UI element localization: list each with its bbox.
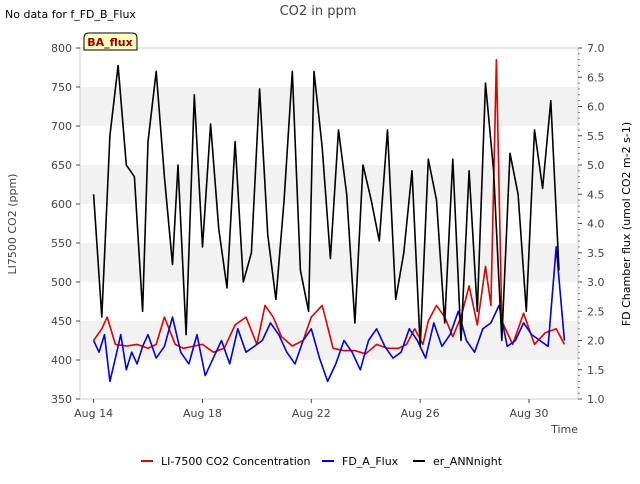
y2-tick-label: 3.0 [587, 276, 605, 289]
y2-tick-label: 4.5 [587, 188, 605, 201]
legend: LI-7500 CO2 Concentration FD_A_Flux er_ANN… [141, 455, 503, 468]
y2-tick-label: 6.0 [587, 101, 605, 114]
y-tick-label: 800 [51, 42, 72, 55]
y2-axis-label: FD Chamber flux (umol CO2 m-2 s-1) [620, 122, 633, 326]
y2-tick-label: 5.0 [587, 159, 605, 172]
y-tick-label: 700 [51, 120, 72, 133]
y-tick-label: 350 [51, 393, 72, 406]
y2-tick-label: 2.0 [587, 335, 605, 348]
legend-label-1: FD_A_Flux [342, 455, 399, 468]
y-tick-label: 750 [51, 81, 72, 94]
series-line-0 [92, 58, 566, 355]
y-tick-label: 450 [51, 315, 72, 328]
axes-layer: 350 400 450 500 550 600 650 700 750 800 1.0 1.5 2.0 2… [51, 42, 605, 420]
y2-tick-label: 1.0 [587, 393, 605, 406]
grid-band [80, 321, 578, 360]
no-data-note: No data for f_FD_B_Flux [5, 8, 136, 21]
x-axis-label: Time [550, 423, 578, 436]
legend-label-0: LI-7500 CO2 Concentration [161, 455, 311, 468]
y2-tick-label: 1.5 [587, 364, 605, 377]
legend-label-2: er_ANNnight [433, 455, 503, 468]
y-tick-label: 650 [51, 159, 72, 172]
series-layer [92, 58, 566, 383]
grid-band [80, 87, 578, 126]
x-tick-label: Aug 22 [292, 407, 331, 420]
grid-band [80, 165, 578, 204]
y-tick-label: 400 [51, 354, 72, 367]
y2-tick-label: 7.0 [587, 42, 605, 55]
y-tick-label: 500 [51, 276, 72, 289]
y-tick-label: 600 [51, 198, 72, 211]
series-line-2 [92, 64, 560, 348]
y2-tick-label: 2.5 [587, 305, 605, 318]
y2-tick-label: 6.5 [587, 71, 605, 84]
y2-tick-label: 5.5 [587, 130, 605, 143]
x-tick-label: Aug 14 [74, 407, 113, 420]
chart-title: CO2 in ppm [280, 4, 357, 19]
y-tick-label: 550 [51, 237, 72, 250]
ba-flux-badge-box [83, 32, 138, 51]
series-line-1 [92, 246, 566, 383]
y2-tick-label: 3.5 [587, 247, 605, 260]
x-tick-label: Aug 30 [510, 407, 549, 420]
y-axis-label: LI7500 CO2 (ppm) [6, 174, 19, 275]
ba-flux-badge: BA_flux [83, 32, 138, 51]
x-tick-label: Aug 18 [183, 407, 222, 420]
ba-flux-badge-text: BA_flux [87, 36, 132, 49]
y2-tick-label: 4.0 [587, 218, 605, 231]
x-tick-label: Aug 26 [401, 407, 440, 420]
